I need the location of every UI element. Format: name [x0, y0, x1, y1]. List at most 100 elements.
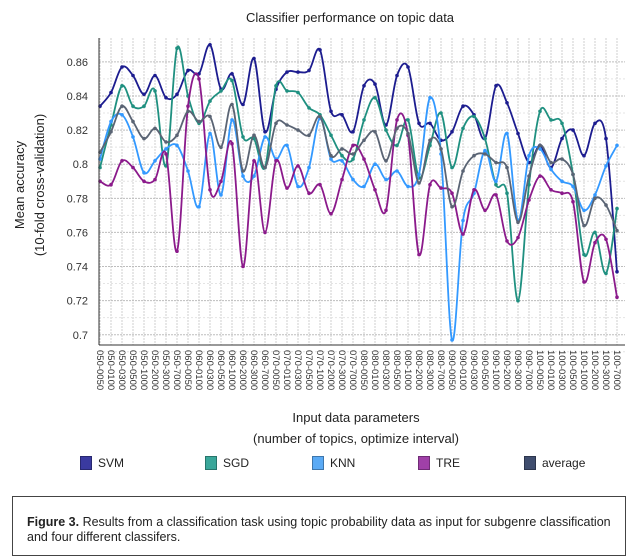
data-point-knn — [219, 193, 223, 197]
x-tick-label: 050-0100 — [105, 350, 116, 390]
data-point-sgd — [142, 104, 146, 108]
data-point-svm — [516, 131, 520, 136]
x-tick-label: 050-2000 — [149, 350, 160, 390]
data-point-average — [384, 159, 388, 163]
legend-item-tre[interactable]: TRE — [418, 456, 460, 470]
data-point-tre — [186, 104, 190, 108]
data-point-sgd — [549, 118, 553, 122]
x-tick-label: 100-1000 — [578, 350, 589, 390]
data-point-tre — [109, 182, 113, 187]
data-point-knn — [406, 184, 410, 189]
data-point-sgd — [131, 104, 135, 108]
data-point-average — [120, 104, 124, 108]
legend-swatch-sgd — [205, 456, 217, 470]
data-point-sgd — [494, 182, 498, 187]
data-point-svm — [571, 128, 575, 132]
data-point-sgd — [395, 143, 399, 148]
data-point-knn — [263, 135, 267, 139]
data-point-svm — [615, 269, 619, 274]
data-point-sgd — [373, 95, 377, 100]
data-point-knn — [142, 170, 146, 175]
data-point-svm — [120, 65, 124, 69]
x-tick-label: 080-1000 — [402, 350, 413, 390]
data-point-average — [307, 133, 311, 137]
data-point-svm — [560, 136, 564, 141]
x-tick-label: 090-0100 — [457, 350, 468, 390]
x-tick-label: 050-1000 — [138, 350, 149, 390]
data-point-knn — [153, 159, 157, 163]
series-line-average — [99, 103, 618, 232]
data-point-svm — [417, 121, 421, 126]
x-tick-label: 060-1000 — [226, 350, 237, 390]
data-point-tre — [417, 252, 421, 257]
legend-item-knn[interactable]: KNN — [312, 456, 355, 470]
data-point-sgd — [472, 114, 476, 119]
data-point-knn — [505, 131, 509, 136]
data-point-sgd — [307, 106, 311, 110]
data-point-average — [109, 130, 113, 134]
series-tre — [98, 72, 619, 300]
y-axis-label: Mean accuracy — [12, 140, 27, 229]
data-point-svm — [318, 48, 322, 52]
series-sgd — [98, 45, 619, 303]
data-point-tre — [395, 118, 399, 122]
data-point-knn — [604, 164, 608, 168]
data-point-svm — [285, 70, 289, 74]
data-point-average — [439, 147, 443, 151]
data-point-svm — [109, 90, 113, 95]
x-tick-label: 090-7000 — [523, 350, 534, 390]
data-point-svm — [604, 136, 608, 141]
data-point-knn — [593, 193, 597, 197]
data-point-svm — [153, 73, 157, 78]
data-point-average — [494, 160, 498, 165]
data-point-sgd — [219, 89, 223, 93]
data-point-average — [472, 153, 476, 158]
data-point-tre — [175, 249, 179, 253]
x-tick-label: 070-3000 — [336, 350, 347, 390]
data-point-sgd — [538, 109, 542, 114]
data-point-knn — [538, 147, 542, 151]
data-point-tre — [461, 232, 465, 236]
data-point-knn — [582, 208, 586, 213]
y-axis-label-sub: (10-fold cross-validation) — [32, 114, 47, 256]
data-point-svm — [406, 65, 410, 69]
data-point-average — [263, 165, 267, 170]
data-point-sgd — [560, 121, 564, 126]
data-point-tre — [472, 188, 476, 192]
legend-item-svm[interactable]: SVM — [80, 456, 124, 470]
data-point-knn — [373, 162, 377, 166]
x-tick-label: 080-2000 — [413, 350, 424, 390]
data-point-svm — [296, 70, 300, 74]
data-point-tre — [285, 186, 289, 190]
data-point-sgd — [406, 118, 410, 122]
data-point-tre — [439, 186, 443, 190]
data-point-tre — [483, 208, 487, 213]
data-point-tre — [494, 193, 498, 197]
data-point-sgd — [120, 84, 124, 88]
data-point-sgd — [439, 111, 443, 115]
data-point-sgd — [615, 206, 619, 211]
data-point-tre — [219, 179, 223, 184]
x-tick-label: 090-1000 — [490, 350, 501, 390]
data-point-sgd — [208, 99, 212, 103]
x-tick-label: 070-7000 — [347, 350, 358, 390]
data-point-knn — [329, 157, 333, 161]
legend-item-sgd[interactable]: SGD — [205, 456, 249, 470]
series-svm — [98, 43, 619, 274]
legend-label: SVM — [98, 456, 125, 470]
data-point-svm — [164, 95, 168, 100]
x-tick-label: 090-2000 — [501, 350, 512, 390]
x-tick-label: 050-7000 — [171, 350, 182, 390]
series-knn — [98, 95, 619, 342]
data-point-svm — [450, 130, 454, 134]
data-point-tre — [560, 191, 564, 195]
data-point-average — [318, 114, 322, 119]
x-tick-label: 050-0300 — [116, 350, 127, 390]
legend-swatch-average — [524, 456, 536, 470]
data-point-svm — [505, 101, 509, 105]
series-line-sgd — [99, 45, 618, 302]
data-point-tre — [615, 295, 619, 300]
legend-item-average[interactable]: average — [524, 456, 585, 470]
data-point-tre — [538, 174, 542, 178]
y-tick-label: 0.84 — [67, 91, 88, 103]
